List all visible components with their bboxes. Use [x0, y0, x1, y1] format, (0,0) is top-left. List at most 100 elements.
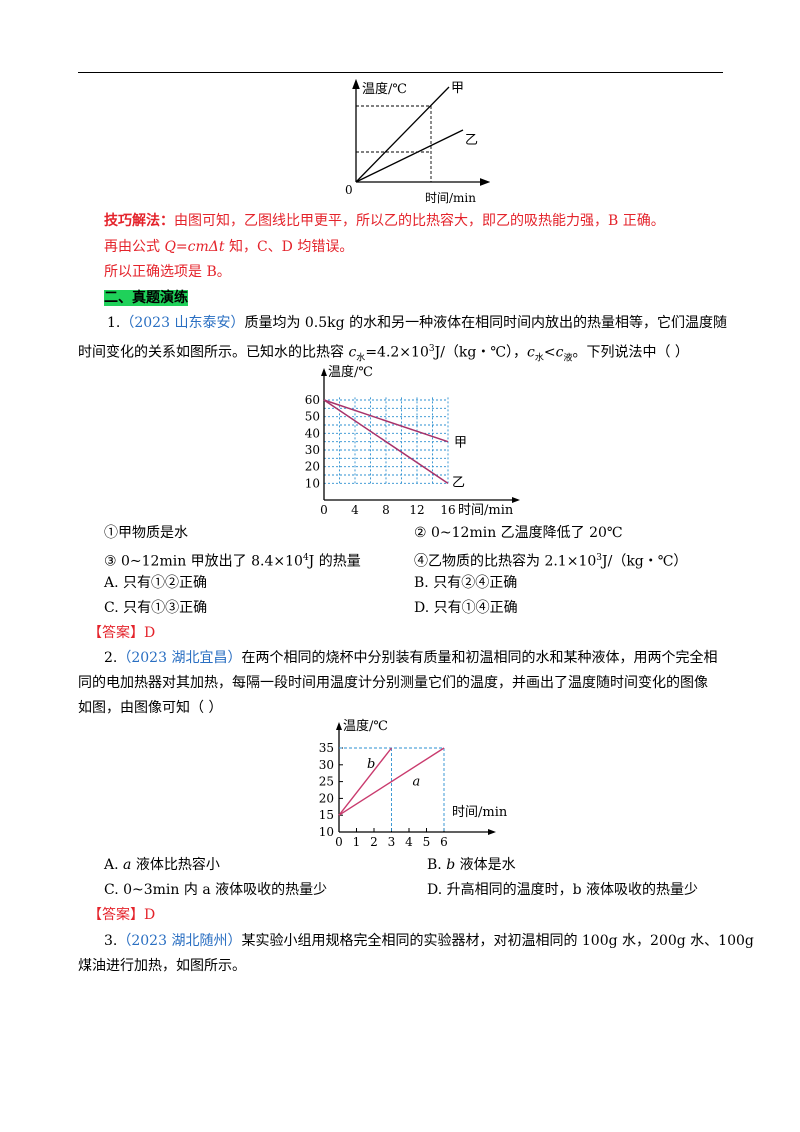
tips-line2-suffix: 知，C、D 均错误。 [224, 239, 354, 255]
x-tick-label: 2 [370, 835, 378, 849]
q1-number: 1. [107, 315, 121, 331]
y-tick-label: 40 [305, 426, 320, 440]
q2-source: （2023 湖北宜昌） [117, 650, 242, 666]
y-tick-label: 10 [319, 825, 334, 839]
q1-sub-water2: 水 [534, 353, 544, 364]
x-tick-label: 8 [382, 503, 390, 517]
q2-option-c: C. 0~3min 内 a 液体吸收的热量少 [104, 882, 328, 898]
tips-line2-prefix: 再由公式 [104, 239, 165, 255]
series-line-jia [323, 399, 449, 443]
q1-c: c [348, 344, 357, 361]
line-yi [355, 129, 464, 183]
y-tick-label: 20 [305, 460, 320, 474]
q1-answer: 【答案】D [88, 625, 156, 641]
q3-text1: 某实验小组用规格完全相同的实验器材，对初温相同的 100g 水，200g 水、1… [241, 933, 754, 949]
tips-line1: 技巧解法：由图可知，乙图线比甲更平，所以乙的比热容大，即乙的吸热能力强，B 正确… [104, 210, 665, 232]
header-rule [78, 72, 723, 73]
tips-line2: 再由公式 Q=cmΔt 知，C、D 均错误。 [104, 236, 353, 258]
q1-c2: c [527, 344, 535, 361]
series-line-yi [323, 399, 449, 484]
q1-text1: 质量均为 0.5kg 的水和另一种液体在相同时间内放出的热量相等，它们温度随 [244, 315, 728, 331]
q1-line1: 1.（2023 山东泰安）质量均为 0.5kg 的水和另一种液体在相同时间内放出… [107, 312, 727, 334]
x-tick-label: 3 [388, 835, 396, 849]
q2-optA-post: 液体比热容小 [131, 857, 220, 873]
q1-text2c: J/（kg・℃）， [434, 344, 528, 361]
series-label-jia: 甲 [454, 436, 467, 451]
q1-sub-liquid: 液 [563, 353, 573, 364]
chart2-ylabel: 温度/℃ [343, 718, 388, 734]
y-tick-label: 20 [319, 791, 334, 805]
y-axis-arrow [321, 368, 327, 376]
series-label-yi: 乙 [452, 475, 465, 490]
q1-text2d: 。下列说法中（ ） [572, 344, 689, 361]
q1-line2: 时间变化的关系如图所示。已知水的比热容 c水=4.2×103J/（kg・℃），c… [78, 338, 689, 369]
series-label-a: a [413, 775, 421, 790]
q1-option-a: A. 只有①②正确 [104, 575, 208, 591]
q2-option-b: B. b 液体是水 [427, 854, 516, 876]
y-tick-label: 35 [319, 741, 334, 755]
q3-source: （2023 湖北随州） [117, 933, 242, 949]
y-tick-label: 30 [305, 443, 320, 457]
y-tick-label: 30 [319, 758, 334, 772]
chart-2-temperature-heating: 35 30 25 20 15 100 1 2 3 4 5 6 a b 温度/℃ 时间/min [319, 718, 508, 849]
fig1-xlabel: 时间/min [425, 191, 476, 205]
q2-option-d: D. 升高相同的温度时，b 液体吸收的热量少 [427, 882, 699, 898]
x-tick-label: 5 [423, 835, 431, 849]
series-line-b [338, 747, 393, 816]
x-tick-label: 1 [353, 835, 361, 849]
x-tick-label: 4 [351, 503, 359, 517]
q1-stmt3exp: 4 [302, 553, 309, 563]
tips-text1: 由图可知，乙图线比甲更平，所以乙的比热容大，即乙的吸热能力强，B 正确。 [174, 213, 665, 229]
tips-label: 技巧解法： [104, 213, 174, 229]
line-jia [355, 86, 450, 183]
x-tick-label: 6 [440, 835, 448, 849]
x-tick-label: 0 [335, 835, 343, 849]
y-tick-label: 25 [319, 775, 334, 789]
x-tick-label: 4 [405, 835, 413, 849]
series-label-b: b [367, 757, 375, 772]
q2-optB-post: 液体是水 [455, 857, 516, 873]
fig1-line2-label: 乙 [465, 133, 478, 148]
q2-line3: 如图，由图像可知（ ） [78, 700, 223, 716]
q2-optA-var: a [123, 857, 132, 873]
fig1-line1-label: 甲 [451, 81, 464, 96]
q2-answer: 【答案】D [88, 907, 156, 923]
q1-c3: c [555, 344, 564, 361]
q2-optB-var: b [446, 857, 456, 873]
x-axis-arrow [488, 829, 496, 835]
q2-optA-pre: A. [104, 857, 124, 873]
q1-source: （2023 山东泰安） [120, 315, 245, 331]
q3-line1: 3.（2023 湖北随州）某实验小组用规格完全相同的实验器材，对初温相同的 10… [104, 930, 754, 952]
q1-option-b: B. 只有②④正确 [414, 575, 518, 591]
q1-stmt4: ④乙物质的比热容为 2.1×103J/（kg・℃） [414, 547, 687, 573]
x-axis-arrow [512, 497, 520, 503]
q1-stmt1: ①甲物质是水 [104, 525, 188, 541]
chart-1-temperature-cooling: 0 4 8 12 16 60 50 40 30 20 10 甲乙 温度/℃ 时间/min [305, 364, 520, 518]
q1-stmt4a: ④乙物质的比热容为 2.1×10 [414, 553, 597, 570]
q2-line1: 2.（2023 湖北宜昌）在两个相同的烧杯中分别装有质量和初温相同的水和某种液体… [104, 647, 717, 669]
series-line-a [338, 747, 445, 816]
q1-exp: 3 [428, 344, 435, 354]
x-tick-label: 16 [440, 503, 455, 517]
q2-option-a: A. a 液体比热容小 [104, 854, 220, 876]
y-axis-arrow [336, 722, 342, 730]
q1-text2a: 时间变化的关系如图所示。已知水的比热容 [78, 344, 349, 361]
section-title: 二、真题演练 [104, 287, 188, 309]
fig1-ylabel: 温度/℃ [362, 81, 407, 97]
chart2-xlabel: 时间/min [452, 805, 508, 820]
q1-stmt4exp: 3 [596, 553, 602, 563]
q1-lt: < [543, 344, 556, 361]
y-tick-label: 50 [305, 410, 320, 424]
q1-option-d: D. 只有①④正确 [414, 600, 518, 616]
y-tick-label: 10 [305, 476, 320, 490]
q2-line2: 同的电加热器对其加热，每隔一段时间用温度计分别测量它们的温度，并画出了温度随时间… [78, 675, 708, 691]
q3-line2: 煤油进行加热，如图所示。 [78, 958, 246, 974]
q2-number: 2. [104, 650, 118, 666]
q1-text2b: =4.2×10 [365, 344, 429, 361]
chart1-ylabel: 温度/℃ [328, 364, 373, 380]
y-tick-label: 60 [305, 393, 320, 407]
q2-optB-pre: B. [427, 857, 447, 873]
section-title-text: 二、真题演练 [104, 290, 188, 306]
fig1-origin: 0 [345, 183, 353, 197]
q1-stmt2: ② 0~12min 乙温度降低了 20℃ [414, 525, 623, 541]
